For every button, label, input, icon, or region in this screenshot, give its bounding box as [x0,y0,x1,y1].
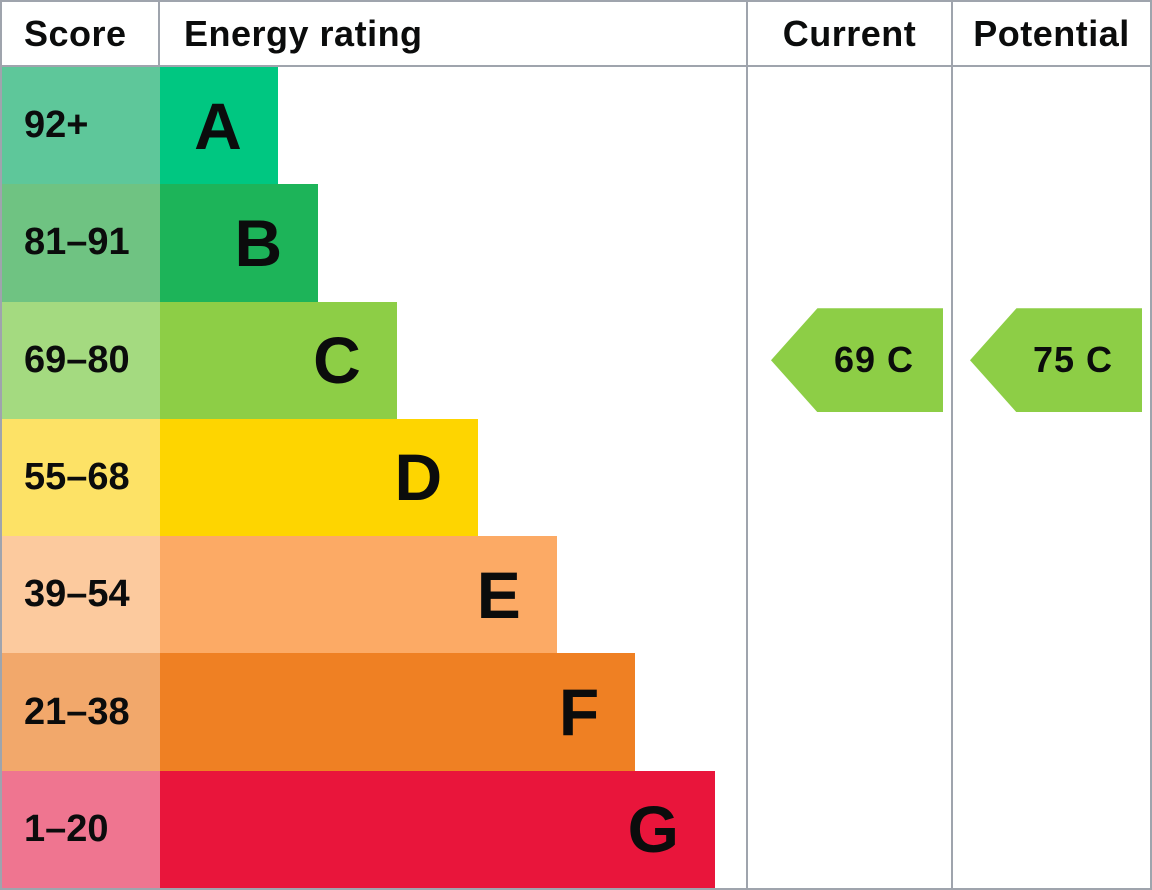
current-column-cell-b [746,184,951,302]
band-row-d: 55–68 D [2,418,1150,537]
band-bar-cell-e: E [160,536,746,654]
score-range-g: 1–20 [2,770,160,888]
band-bar-e: E [160,536,557,654]
potential-column-cell-d [951,418,1150,537]
current-column-cell-d [746,418,951,537]
band-bar-cell-g: G [160,770,746,888]
current-column-cell-e [746,536,951,654]
header-potential-label: Potential [973,12,1130,54]
band-bar-b: B [160,184,319,302]
band-row-c: 69–80 C 69 C 75 C [2,301,1150,419]
score-range-c: 69–80 [2,301,160,419]
band-bar-cell-f: F [160,653,746,771]
band-letter-b: B [234,205,283,280]
current-arrow-label: 69 C [833,339,915,381]
header-score: Score [2,2,160,65]
band-row-f: 21–38 F [2,653,1150,771]
band-bar-cell-b: B [160,184,746,302]
band-letter-f: F [558,675,600,750]
potential-column-cell-a [951,67,1150,185]
score-range-d: 55–68 [2,418,160,537]
band-bar-a: A [160,67,278,185]
potential-column-cell-f [951,653,1150,771]
score-range-a: 92+ [2,67,160,185]
header-current: Current [746,2,951,65]
current-column-cell-c: 69 C [746,301,951,419]
band-bar-c: C [160,301,397,419]
rating-rows: 92+ A 81–91 B 69–80 C 69 C 75 C 55–68 D 39–54 E 21–3… [2,67,1150,888]
potential-column-cell-c: 75 C [951,301,1150,419]
band-bar-cell-c: C [160,301,746,419]
potential-column-cell-e [951,536,1150,654]
current-column-cell-g [746,770,951,888]
band-letter-e: E [476,557,521,632]
band-bar-cell-d: D [160,418,746,537]
band-row-a: 92+ A [2,67,1150,185]
band-row-g: 1–20 G [2,770,1150,888]
band-bar-cell-a: A [160,67,746,185]
band-row-e: 39–54 E [2,536,1150,654]
score-range-f: 21–38 [2,653,160,771]
header-current-label: Current [782,12,917,54]
potential-arrow-label: 75 C [1032,339,1114,381]
score-range-e: 39–54 [2,536,160,654]
band-row-b: 81–91 B [2,184,1150,302]
current-column-cell-f [746,653,951,771]
score-range-b: 81–91 [2,184,160,302]
potential-column-cell-b [951,184,1150,302]
header-energy-rating: Energy rating [160,2,746,65]
band-letter-d: D [394,440,443,515]
current-arrow: 69 C [771,308,943,413]
band-bar-g: G [160,770,715,888]
potential-arrow: 75 C [970,308,1142,413]
header-potential: Potential [951,2,1150,65]
band-letter-g: G [627,792,679,867]
header-score-label: Score [24,12,127,54]
band-bar-f: F [160,653,636,771]
band-letter-c: C [313,323,361,398]
band-letter-a: A [194,88,242,163]
potential-column-cell-g [951,770,1150,888]
band-bar-d: D [160,418,479,537]
header-row: Score Energy rating Current Potential [2,2,1150,67]
header-energy-rating-label: Energy rating [184,12,423,54]
current-column-cell-a [746,67,951,185]
